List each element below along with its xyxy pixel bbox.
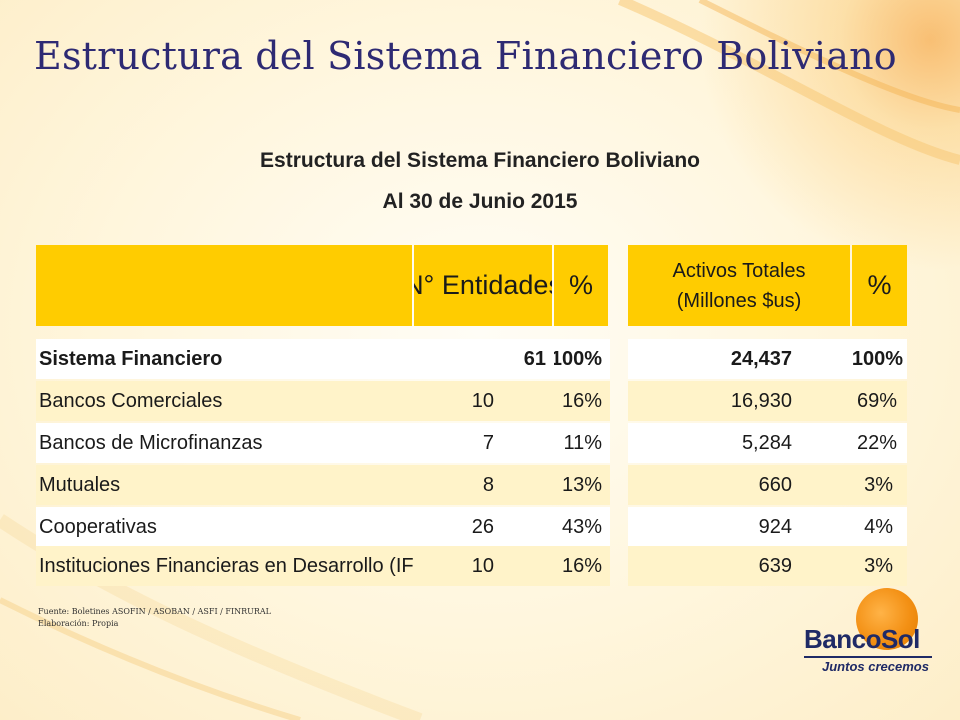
header-activos-line2: (Millones $us) bbox=[676, 289, 802, 312]
row-activos: 24,437 bbox=[628, 339, 852, 379]
footnote-fuente: Fuente: Boletines ASOFIN / ASOBAN / ASFI… bbox=[38, 607, 271, 616]
row-pct-entidades: 100% bbox=[554, 339, 610, 379]
sun-icon bbox=[856, 588, 918, 650]
row-activos: 639 bbox=[628, 546, 852, 586]
row-pct-activos: 100% bbox=[852, 339, 907, 379]
row-entidades: 10 bbox=[414, 546, 554, 586]
row-pct-entidades: 16% bbox=[554, 381, 610, 421]
table-title: Estructura del Sistema Financiero Bolivi… bbox=[260, 149, 700, 172]
row-label: Bancos Comerciales bbox=[36, 381, 414, 421]
row-pct-activos: 69% bbox=[852, 381, 907, 421]
row-label: Mutuales bbox=[36, 465, 414, 505]
row-entidades: 7 bbox=[414, 423, 554, 463]
row-pct-activos: 4% bbox=[852, 507, 907, 547]
row-pct-entidades: 11% bbox=[554, 423, 610, 463]
header-entidades: N° Entidades bbox=[414, 245, 552, 326]
row-pct-activos: 3% bbox=[852, 465, 907, 505]
row-activos: 660 bbox=[628, 465, 852, 505]
footnote-elaboracion: Elaboración: Propia bbox=[38, 619, 119, 628]
header-pct-entidades: % bbox=[554, 245, 608, 326]
row-activos: 924 bbox=[628, 507, 852, 547]
row-label: Cooperativas bbox=[36, 507, 414, 547]
logo-wordmark: BancoSol bbox=[804, 624, 920, 654]
logo-tagline: Juntos crecemos bbox=[822, 659, 929, 674]
row-entidades: 61 bbox=[414, 339, 554, 379]
row-activos: 16,930 bbox=[628, 381, 852, 421]
row-pct-entidades: 16% bbox=[554, 546, 610, 586]
bancosol-logo: BancoSol Juntos crecemos bbox=[798, 588, 938, 688]
row-pct-entidades: 43% bbox=[554, 507, 610, 547]
row-entidades: 10 bbox=[414, 381, 554, 421]
row-pct-activos: 3% bbox=[852, 546, 907, 586]
header-activos: Activos Totales (Millones $us) bbox=[628, 245, 850, 326]
row-label: Sistema Financiero bbox=[36, 339, 414, 379]
row-label: Instituciones Financieras en Desarrollo … bbox=[36, 546, 414, 586]
logo-divider bbox=[804, 656, 932, 658]
header-blank-cell bbox=[36, 245, 412, 326]
row-entidades: 26 bbox=[414, 507, 554, 547]
header-pct-activos: % bbox=[852, 245, 907, 326]
row-activos: 5,284 bbox=[628, 423, 852, 463]
header-activos-line1: Activos Totales bbox=[672, 259, 806, 282]
row-pct-activos: 22% bbox=[852, 423, 907, 463]
row-entidades: 8 bbox=[414, 465, 554, 505]
table-subtitle: Al 30 de Junio 2015 bbox=[382, 190, 578, 213]
slide-title: Estructura del Sistema Financiero Bolivi… bbox=[34, 34, 897, 78]
row-pct-entidades: 13% bbox=[554, 465, 610, 505]
row-label: Bancos de Microfinanzas bbox=[36, 423, 414, 463]
